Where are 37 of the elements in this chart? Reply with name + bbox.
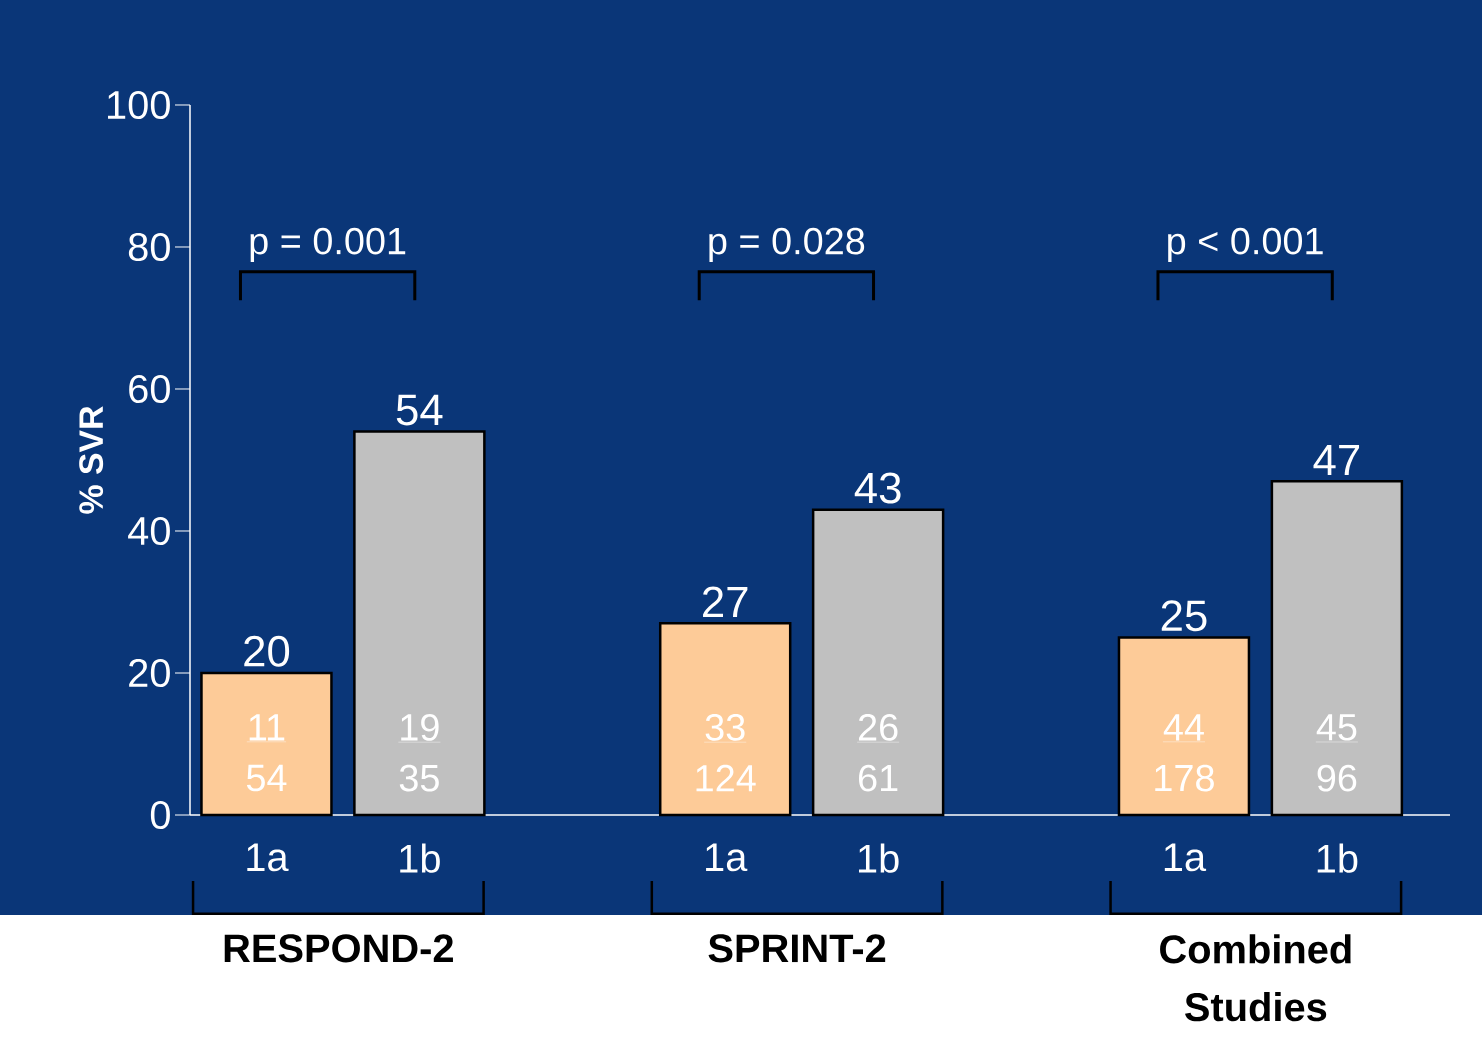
- y-tick-label: 60: [129, 374, 170, 404]
- data-label: 43: [854, 472, 901, 504]
- annotation: 54: [246, 764, 287, 792]
- text: SPRINT-2: [708, 934, 886, 963]
- x-tick-label: 1b: [400, 843, 440, 873]
- data-label: 25: [1161, 600, 1207, 632]
- annotation: 26: [858, 713, 898, 741]
- x-tick-label: 1b: [1317, 843, 1358, 873]
- annotation: p < 0.001: [1168, 227, 1323, 263]
- annotation: p = 0.001: [250, 227, 406, 263]
- y-axis-title: % SVR: [79, 406, 104, 514]
- annotation: 45: [1316, 714, 1357, 741]
- x-tick-label: 1a: [247, 843, 289, 872]
- annotation: 44: [1163, 714, 1204, 741]
- annotation: p = 0.028: [709, 227, 865, 263]
- x-tick-label: 1a: [1164, 843, 1207, 872]
- annotation: 19: [401, 713, 439, 741]
- annotation: 61: [858, 764, 898, 792]
- y-tick-label: 80: [128, 232, 170, 262]
- y-tick-label: 0: [150, 800, 170, 830]
- annotation: 33: [705, 713, 745, 741]
- data-label: 47: [1313, 444, 1360, 476]
- annotation: 35: [399, 764, 439, 792]
- data-label: 20: [244, 635, 290, 667]
- text: Combined Studies: [1160, 934, 1351, 1022]
- y-tick-label: 40: [128, 516, 170, 546]
- x-tick-label: 1b: [858, 843, 899, 873]
- y-tick-label: 20: [129, 658, 170, 688]
- annotation: 178: [1155, 764, 1214, 792]
- annotation: 11: [249, 714, 285, 741]
- data-label: 54: [396, 394, 443, 426]
- annotation: 96: [1317, 764, 1357, 792]
- y-tick-label: 100: [108, 90, 170, 120]
- data-label: 27: [703, 586, 748, 618]
- x-tick-label: 1a: [706, 843, 748, 872]
- text: RESPOND-2: [224, 934, 453, 963]
- annotation: 124: [696, 764, 756, 792]
